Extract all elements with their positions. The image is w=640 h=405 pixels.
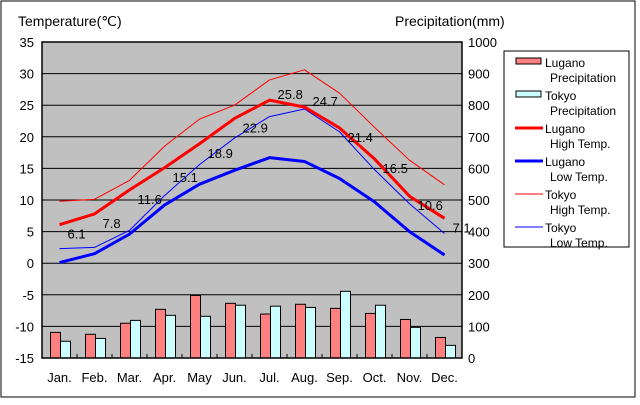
- bar-lugano-precipitation: [260, 313, 271, 359]
- data-label: 7.8: [103, 216, 121, 231]
- y2-tick-label: 200: [468, 288, 490, 303]
- legend-label: Tokyo: [545, 221, 577, 235]
- y2-tick-label: 800: [468, 98, 490, 113]
- data-label: 22.9: [243, 120, 268, 135]
- legend-label: Precipitation: [550, 104, 616, 118]
- y-tick-label: 35: [20, 35, 34, 50]
- x-tick-label: Apr.: [153, 370, 176, 385]
- bar-tokyo-precipitation: [340, 290, 351, 359]
- x-tick-label: Dec.: [431, 370, 458, 385]
- bar-lugano-precipitation: [330, 307, 341, 359]
- y2-tick-label: 700: [468, 130, 490, 145]
- x-tick-label: Nov.: [397, 370, 423, 385]
- data-label: 16.5: [383, 161, 408, 176]
- x-tick-label: May: [187, 370, 212, 385]
- bar-tokyo-precipitation: [95, 337, 106, 359]
- y-tick-label: 10: [20, 193, 34, 208]
- legend-label: Tokyo: [545, 89, 577, 103]
- y2-tick-label: 500: [468, 193, 490, 208]
- bar-tokyo-precipitation: [60, 340, 71, 359]
- y-tick-label: -15: [15, 351, 34, 366]
- data-label: 24.7: [313, 94, 338, 109]
- bar-tokyo-precipitation: [130, 319, 141, 359]
- x-tick-label: Oct.: [363, 370, 387, 385]
- x-tick-label: Feb.: [81, 370, 107, 385]
- data-label: 15.1: [173, 170, 198, 185]
- y-tick-label: 0: [27, 256, 34, 271]
- bar-lugano-precipitation: [295, 303, 306, 359]
- legend-swatch: [515, 90, 542, 98]
- data-label: 21.4: [348, 130, 373, 145]
- bar-lugano-precipitation: [225, 302, 236, 359]
- y-tick-label: 15: [20, 161, 34, 176]
- bar-tokyo-precipitation: [410, 326, 421, 359]
- bar-tokyo-precipitation: [235, 304, 246, 359]
- y2-tick-label: 400: [468, 225, 490, 240]
- bar-lugano-precipitation: [190, 294, 201, 359]
- y-tick-label: -5: [22, 288, 34, 303]
- bar-tokyo-precipitation: [445, 344, 456, 359]
- legend-label: High Temp.: [550, 203, 610, 217]
- line-tokyo-low-temp: [59, 108, 445, 250]
- bar-tokyo-precipitation: [165, 314, 176, 359]
- y2-tick-label: 900: [468, 67, 490, 82]
- y2-tick-label: 300: [468, 256, 490, 271]
- bar-tokyo-precipitation: [305, 306, 316, 359]
- x-tick-label: Sep.: [326, 370, 353, 385]
- legend-label: High Temp.: [550, 137, 610, 151]
- y2-tick-label: 100: [468, 319, 490, 334]
- data-label: 11.6: [138, 192, 162, 207]
- left-axis-title: Temperature(℃): [18, 13, 122, 29]
- x-tick-label: Jul.: [259, 370, 279, 385]
- legend-swatch: [515, 57, 542, 65]
- y-tick-label: 20: [20, 130, 34, 145]
- bar-lugano-precipitation: [85, 333, 96, 359]
- bar-tokyo-precipitation: [375, 304, 386, 359]
- data-label: 25.8: [278, 87, 303, 102]
- x-tick-label: Aug.: [291, 370, 318, 385]
- legend-label: Low Temp.: [550, 170, 608, 184]
- bar-lugano-precipitation: [365, 312, 376, 359]
- bar-lugano-precipitation: [50, 331, 61, 359]
- right-axis-title: Precipitation(mm): [395, 13, 505, 29]
- legend-label: Tokyo: [545, 188, 577, 202]
- bar-lugano-precipitation: [155, 308, 166, 359]
- bar-tokyo-precipitation: [200, 315, 211, 359]
- y-tick-label: 30: [20, 67, 34, 82]
- bar-lugano-precipitation: [435, 336, 446, 359]
- data-label: 10.6: [418, 198, 443, 213]
- data-label: 18.9: [208, 146, 233, 161]
- bar-lugano-precipitation: [400, 318, 411, 359]
- x-tick-label: Jan.: [47, 370, 72, 385]
- y-tick-label: -10: [15, 319, 34, 334]
- bar-tokyo-precipitation: [270, 305, 281, 359]
- y2-tick-label: 600: [468, 161, 490, 176]
- y2-tick-label: 1000: [468, 35, 497, 50]
- x-tick-label: Jun.: [222, 370, 247, 385]
- legend-label: Lugano: [545, 155, 585, 169]
- y-tick-label: 5: [27, 225, 34, 240]
- line-lugano-low-temp: [59, 156, 446, 265]
- legend-box: [503, 50, 630, 248]
- legend-label: Low Temp.: [550, 236, 608, 250]
- bar-lugano-precipitation: [120, 322, 131, 359]
- line-lugano-high-temp: [59, 98, 446, 227]
- y2-tick-label: 0: [468, 351, 475, 366]
- x-tick-label: Mar.: [117, 370, 142, 385]
- line-tokyo-high-temp: [59, 69, 445, 202]
- legend-label: Lugano: [545, 56, 585, 70]
- data-label: 6.1: [68, 227, 86, 242]
- legend-label: Precipitation: [550, 71, 616, 85]
- legend-label: Lugano: [545, 122, 585, 136]
- y-tick-label: 25: [20, 98, 34, 113]
